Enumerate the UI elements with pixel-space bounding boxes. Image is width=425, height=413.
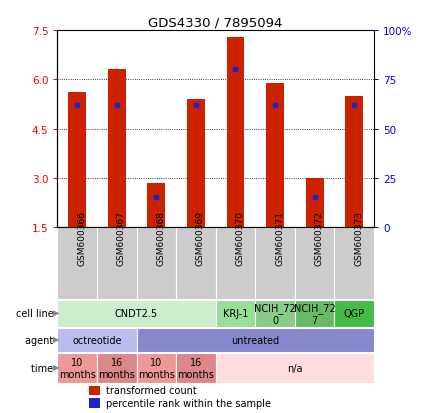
Bar (108, 70, 126, 228)
Text: QGP: QGP (344, 309, 365, 318)
FancyBboxPatch shape (176, 353, 215, 383)
Text: CNDT2.5: CNDT2.5 (115, 309, 158, 318)
Text: octreotide: octreotide (72, 335, 122, 345)
Text: percentile rank within the sample: percentile rank within the sample (106, 398, 272, 408)
FancyBboxPatch shape (255, 300, 295, 328)
Text: GSM600370: GSM600370 (235, 211, 244, 266)
FancyBboxPatch shape (57, 353, 97, 383)
Text: GSM600371: GSM600371 (275, 211, 284, 266)
Bar (345, 97, 363, 228)
Text: 10
months: 10 months (59, 357, 96, 379)
FancyBboxPatch shape (136, 353, 176, 383)
Bar (68, 93, 86, 228)
FancyBboxPatch shape (255, 228, 295, 299)
FancyBboxPatch shape (215, 300, 255, 328)
FancyBboxPatch shape (136, 228, 176, 299)
FancyBboxPatch shape (334, 228, 374, 299)
Bar (89, 398, 100, 408)
FancyBboxPatch shape (295, 228, 334, 299)
FancyBboxPatch shape (97, 228, 136, 299)
FancyBboxPatch shape (215, 228, 255, 299)
Text: GSM600367: GSM600367 (117, 211, 126, 266)
FancyBboxPatch shape (136, 328, 374, 352)
FancyBboxPatch shape (295, 300, 334, 328)
Text: n/a: n/a (287, 363, 303, 373)
Text: untreated: untreated (231, 335, 279, 345)
Text: NCIH_72
7: NCIH_72 7 (294, 302, 335, 325)
FancyBboxPatch shape (97, 353, 136, 383)
FancyBboxPatch shape (57, 228, 97, 299)
Text: GSM600366: GSM600366 (77, 211, 86, 266)
Text: transformed count: transformed count (106, 385, 197, 395)
Text: cell line: cell line (16, 309, 57, 318)
Text: GSM600373: GSM600373 (354, 211, 363, 266)
Bar (306, 178, 323, 228)
Bar (227, 38, 244, 228)
FancyBboxPatch shape (57, 300, 215, 328)
Text: 10
months: 10 months (138, 357, 175, 379)
Bar (147, 183, 165, 228)
FancyBboxPatch shape (334, 300, 374, 328)
Text: 16
months: 16 months (98, 357, 135, 379)
Text: GSM600369: GSM600369 (196, 211, 205, 266)
Text: agent: agent (25, 335, 57, 345)
FancyBboxPatch shape (215, 353, 374, 383)
Bar (89, 386, 100, 395)
Text: 16
months: 16 months (178, 357, 214, 379)
Text: NCIH_72
0: NCIH_72 0 (254, 302, 296, 325)
Title: GDS4330 / 7895094: GDS4330 / 7895094 (148, 17, 283, 30)
FancyBboxPatch shape (57, 328, 136, 352)
FancyBboxPatch shape (176, 228, 215, 299)
Text: time: time (31, 363, 57, 373)
Bar (187, 100, 205, 228)
Bar (266, 83, 284, 228)
Text: GSM600372: GSM600372 (314, 211, 323, 266)
Text: GSM600368: GSM600368 (156, 211, 165, 266)
Text: KRJ-1: KRJ-1 (223, 309, 248, 318)
